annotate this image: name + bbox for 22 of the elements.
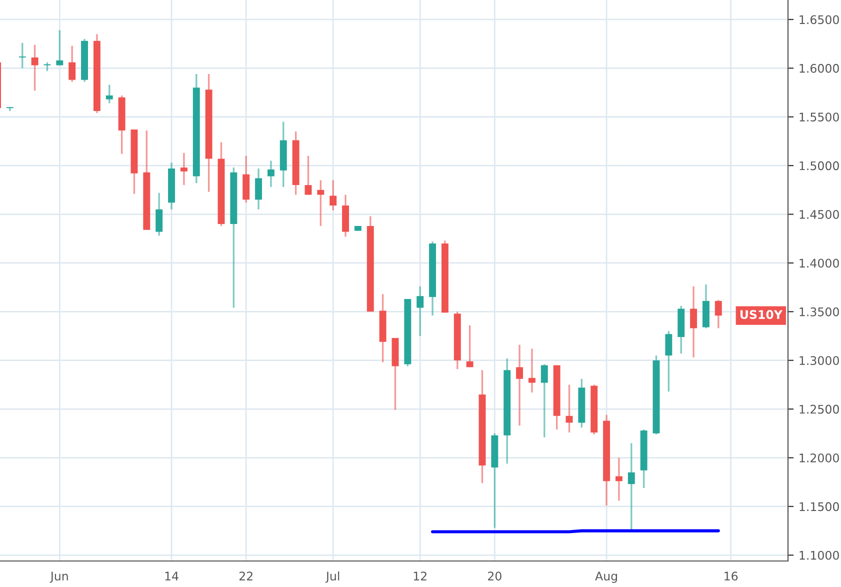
y-tick-label: 1.4000 bbox=[800, 258, 839, 268]
x-tick-label: 16 bbox=[724, 572, 738, 581]
x-tick-label: 20 bbox=[488, 572, 502, 581]
y-tick-label: 1.1000 bbox=[800, 550, 839, 560]
y-tick-label: 1.6500 bbox=[800, 15, 839, 24]
y-tick-label: 1.2000 bbox=[800, 453, 839, 462]
x-tick-label: Jul bbox=[325, 571, 340, 583]
y-tick-label: 1.2500 bbox=[800, 404, 839, 414]
candlestick bbox=[6, 106, 14, 112]
y-tick-label: 1.3000 bbox=[800, 356, 839, 366]
annotation: US10Y bbox=[740, 310, 783, 319]
y-tick-label: 1.3500 bbox=[800, 307, 839, 316]
x-tick-label: 22 bbox=[239, 572, 252, 580]
y-tick-label: 1.6000 bbox=[800, 64, 839, 73]
x-tick-label: Aug bbox=[595, 572, 617, 583]
y-tick-label: 1.4500 bbox=[800, 210, 839, 219]
x-tick-label: Jun bbox=[50, 572, 68, 583]
x-tick-label: 12 bbox=[414, 572, 426, 580]
y-tick-label: 1.1500 bbox=[800, 502, 839, 512]
y-tick-label: 1.5000 bbox=[800, 161, 839, 170]
y-tick-label: 1.5500 bbox=[800, 112, 839, 122]
x-tick-label: 14 bbox=[165, 572, 178, 580]
